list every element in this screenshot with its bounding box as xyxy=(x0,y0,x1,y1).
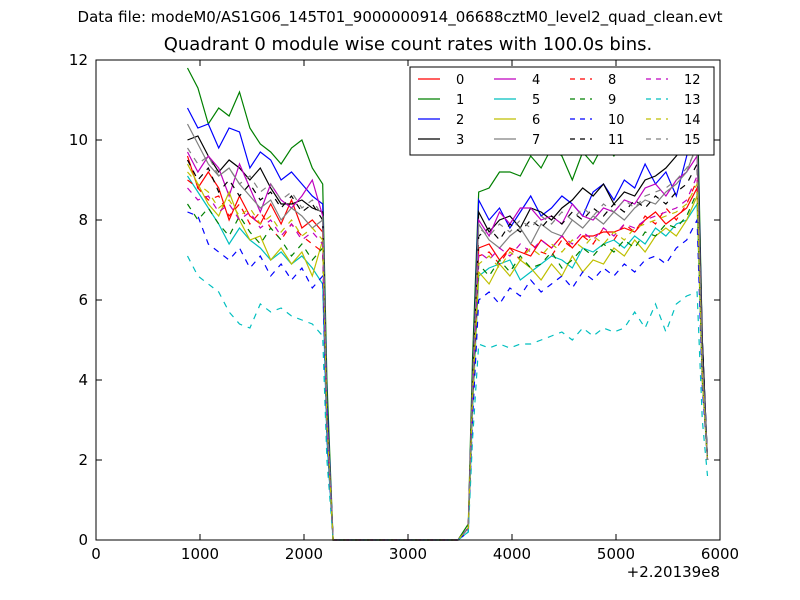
y-tick-label: 2 xyxy=(78,451,88,469)
x-axis-offset-label: +2.20139e8 xyxy=(627,563,720,581)
legend-label-15: 15 xyxy=(684,133,701,148)
x-tick-label: 1000 xyxy=(181,545,219,563)
x-axis: 0 1000 2000 3000 4000 5000 6000 xyxy=(91,60,739,563)
x-tick-label: 5000 xyxy=(597,545,635,563)
legend-label-14: 14 xyxy=(684,113,701,128)
x-tick-label: 2000 xyxy=(285,545,323,563)
y-tick-label: 10 xyxy=(69,131,88,149)
series-line-9 xyxy=(186,191,709,541)
legend-label-8: 8 xyxy=(608,73,616,88)
legend-label-5: 5 xyxy=(532,93,540,108)
y-tick-label: 4 xyxy=(78,371,88,389)
legend-label-10: 10 xyxy=(608,113,625,128)
legend-label-7: 7 xyxy=(532,133,540,148)
figure-suptitle: Data file: modeM0/AS1G06_145T01_90000009… xyxy=(77,8,723,26)
legend-label-12: 12 xyxy=(684,73,701,88)
legend-label-6: 6 xyxy=(532,113,540,128)
y-tick-label: 6 xyxy=(78,291,88,309)
legend-label-1: 1 xyxy=(456,93,464,108)
legend-label-4: 4 xyxy=(532,73,540,88)
legend-label-11: 11 xyxy=(608,133,625,148)
legend-label-3: 3 xyxy=(456,133,464,148)
legend-label-9: 9 xyxy=(608,93,616,108)
legend-label-0: 0 xyxy=(456,73,464,88)
legend-label-13: 13 xyxy=(684,93,701,108)
series-line-13 xyxy=(186,255,709,541)
x-tick-label: 4000 xyxy=(493,545,531,563)
x-tick-label: 3000 xyxy=(389,545,427,563)
y-tick-label: 0 xyxy=(78,531,88,549)
y-tick-label: 8 xyxy=(78,211,88,229)
x-tick-label: 0 xyxy=(91,545,101,563)
legend-box xyxy=(409,66,715,156)
chart-title: Quadrant 0 module wise count rates with … xyxy=(163,34,653,55)
y-tick-label: 12 xyxy=(69,51,88,69)
legend-label-2: 2 xyxy=(456,113,464,128)
series-line-15 xyxy=(186,147,709,541)
x-tick-label: 6000 xyxy=(701,545,739,563)
